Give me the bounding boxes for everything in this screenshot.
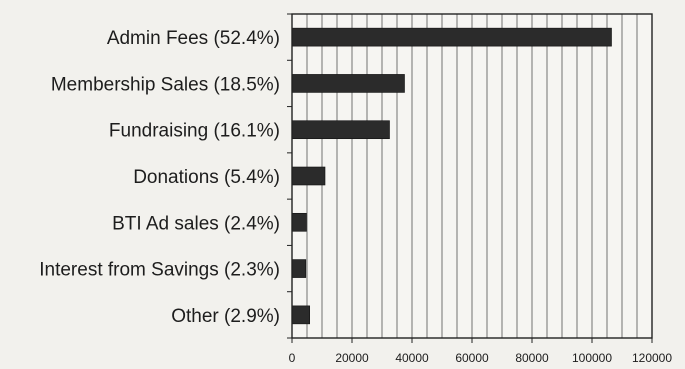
category-label: Other (2.9%) xyxy=(171,306,280,327)
category-labels: Admin Fees (52.4%) Membership Sales (18.5… xyxy=(39,28,280,327)
bar xyxy=(291,259,307,278)
bar xyxy=(291,120,390,140)
bar xyxy=(291,212,307,232)
bar xyxy=(291,305,311,325)
category-label: Donations (5.4%) xyxy=(133,167,280,188)
x-tick-label: 20000 xyxy=(335,351,369,365)
x-axis-ticks: 0 20000 40000 60000 80000 100000 120000 xyxy=(289,338,672,365)
plot-frame xyxy=(291,13,653,339)
grid-lines xyxy=(287,13,638,339)
category-label: Membership Sales (18.5%) xyxy=(51,74,280,95)
category-label: BTI Ad sales (2.4%) xyxy=(112,213,280,234)
x-tick-label: 100000 xyxy=(572,351,612,365)
bar xyxy=(291,166,326,186)
x-tick-label: 120000 xyxy=(632,351,672,365)
x-tick-label: 0 xyxy=(289,351,296,365)
x-tick-label: 80000 xyxy=(515,351,549,365)
category-label: Fundraising (16.1%) xyxy=(109,121,280,142)
category-label: Interest from Savings (2.3%) xyxy=(39,260,280,281)
category-label: Admin Fees (52.4%) xyxy=(107,28,280,49)
x-tick-label: 60000 xyxy=(455,351,489,365)
bar xyxy=(291,74,405,93)
x-tick-label: 40000 xyxy=(395,351,429,365)
bar xyxy=(291,27,612,47)
